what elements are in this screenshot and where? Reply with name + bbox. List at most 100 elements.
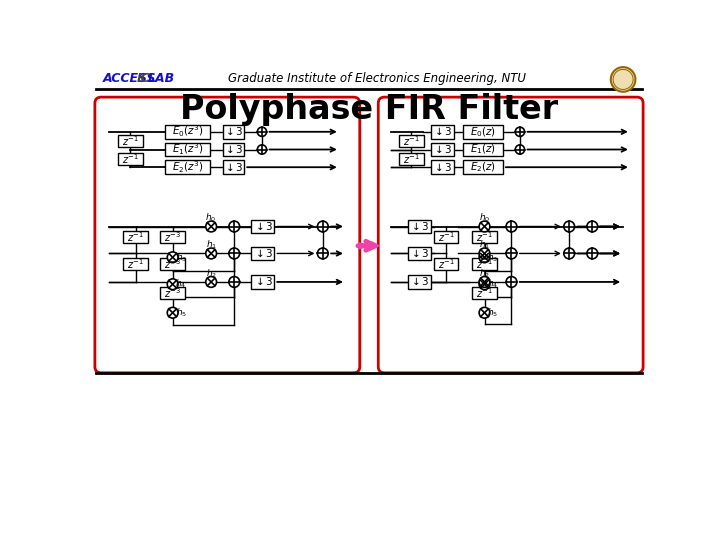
Circle shape [206, 276, 217, 287]
Circle shape [229, 248, 240, 259]
Text: $\downarrow 3$: $\downarrow 3$ [432, 161, 452, 173]
Text: $h_5$: $h_5$ [176, 307, 186, 319]
Circle shape [479, 252, 490, 262]
Circle shape [516, 145, 525, 154]
Circle shape [564, 221, 575, 232]
Circle shape [229, 221, 240, 232]
FancyBboxPatch shape [431, 125, 454, 139]
Text: $h_3$: $h_3$ [176, 251, 186, 264]
FancyBboxPatch shape [161, 287, 185, 299]
Text: $z^{-1}$: $z^{-1}$ [122, 152, 139, 166]
Text: $h_2$: $h_2$ [479, 267, 490, 280]
FancyBboxPatch shape [472, 287, 497, 299]
Text: $h_0$: $h_0$ [479, 212, 490, 224]
Circle shape [479, 307, 490, 318]
Text: $\downarrow 3$: $\downarrow 3$ [223, 126, 243, 137]
Text: $E_1(z)$: $E_1(z)$ [470, 143, 496, 156]
FancyBboxPatch shape [433, 231, 459, 244]
FancyBboxPatch shape [165, 125, 210, 139]
FancyBboxPatch shape [161, 231, 185, 244]
FancyBboxPatch shape [463, 143, 503, 157]
Circle shape [206, 221, 217, 232]
Circle shape [506, 276, 517, 287]
Text: ACCESS: ACCESS [102, 72, 156, 85]
Circle shape [167, 307, 178, 318]
Circle shape [479, 279, 490, 289]
FancyBboxPatch shape [222, 143, 244, 157]
Text: $z^{-1}$: $z^{-1}$ [127, 258, 144, 271]
Circle shape [318, 248, 328, 259]
FancyBboxPatch shape [408, 275, 431, 289]
FancyBboxPatch shape [123, 231, 148, 244]
FancyBboxPatch shape [222, 160, 244, 174]
Circle shape [506, 248, 517, 259]
FancyBboxPatch shape [251, 220, 274, 233]
FancyBboxPatch shape [433, 258, 459, 271]
FancyBboxPatch shape [118, 135, 143, 147]
FancyBboxPatch shape [378, 97, 643, 373]
FancyBboxPatch shape [463, 160, 503, 174]
Text: $\downarrow 3$: $\downarrow 3$ [253, 248, 273, 259]
Text: $E_1(z^3)$: $E_1(z^3)$ [171, 142, 203, 157]
Text: $\downarrow 3$: $\downarrow 3$ [253, 221, 273, 232]
Text: Graduate Institute of Electronics Engineering, NTU: Graduate Institute of Electronics Engine… [228, 72, 526, 85]
FancyBboxPatch shape [118, 153, 143, 165]
Circle shape [257, 145, 266, 154]
Circle shape [167, 279, 178, 289]
Text: $z^{-1}$: $z^{-1}$ [403, 134, 420, 148]
FancyBboxPatch shape [408, 247, 431, 260]
FancyBboxPatch shape [123, 258, 148, 271]
Text: $\downarrow 3$: $\downarrow 3$ [409, 221, 429, 232]
Circle shape [587, 248, 598, 259]
Text: $z^{-1}$: $z^{-1}$ [438, 258, 454, 271]
Text: $z^{-1}$: $z^{-1}$ [438, 231, 454, 244]
Text: Polyphase FIR Filter: Polyphase FIR Filter [180, 93, 558, 126]
Text: $z^{-1}$: $z^{-1}$ [476, 286, 493, 300]
Text: $z^{-3}$: $z^{-3}$ [164, 286, 181, 300]
FancyBboxPatch shape [165, 160, 210, 174]
Circle shape [587, 221, 598, 232]
Circle shape [167, 252, 178, 262]
Text: $E_0(z)$: $E_0(z)$ [470, 125, 496, 139]
FancyBboxPatch shape [251, 275, 274, 289]
Text: $h_1$: $h_1$ [479, 239, 490, 251]
FancyBboxPatch shape [472, 258, 497, 271]
Circle shape [611, 67, 636, 92]
Text: $z^{-1}$: $z^{-1}$ [127, 231, 144, 244]
FancyBboxPatch shape [251, 247, 274, 260]
Text: $h_5$: $h_5$ [487, 307, 498, 319]
FancyBboxPatch shape [161, 258, 185, 271]
Text: $E_2(z^3)$: $E_2(z^3)$ [171, 159, 203, 175]
FancyBboxPatch shape [95, 97, 360, 373]
FancyBboxPatch shape [431, 143, 454, 157]
Circle shape [479, 276, 490, 287]
Text: $h_4$: $h_4$ [487, 278, 499, 291]
Text: $z^{-3}$: $z^{-3}$ [164, 258, 181, 271]
FancyBboxPatch shape [222, 125, 244, 139]
FancyBboxPatch shape [463, 125, 503, 139]
Text: $\downarrow 3$: $\downarrow 3$ [223, 161, 243, 173]
Text: $\downarrow 3$: $\downarrow 3$ [253, 276, 273, 287]
Text: $E_0(z^3)$: $E_0(z^3)$ [171, 124, 203, 139]
Text: $z^{-1}$: $z^{-1}$ [476, 231, 493, 244]
Circle shape [479, 248, 490, 259]
FancyBboxPatch shape [408, 220, 431, 233]
FancyBboxPatch shape [431, 160, 454, 174]
FancyBboxPatch shape [399, 153, 423, 165]
Text: $\downarrow 3$: $\downarrow 3$ [409, 276, 429, 287]
Text: $\downarrow 3$: $\downarrow 3$ [432, 144, 452, 155]
Text: $z^{-3}$: $z^{-3}$ [164, 231, 181, 244]
FancyBboxPatch shape [399, 135, 423, 147]
Text: $\downarrow 3$: $\downarrow 3$ [409, 248, 429, 259]
Text: LAB: LAB [148, 72, 175, 85]
Text: $\downarrow 3$: $\downarrow 3$ [432, 126, 452, 137]
Text: $z^{-1}$: $z^{-1}$ [403, 152, 420, 166]
Circle shape [206, 248, 217, 259]
Text: $h_4$: $h_4$ [176, 278, 186, 291]
Text: IC: IC [137, 72, 150, 85]
Text: $h_1$: $h_1$ [205, 239, 217, 251]
Circle shape [564, 248, 575, 259]
FancyBboxPatch shape [165, 143, 210, 157]
Text: $h_3$: $h_3$ [487, 251, 498, 264]
Circle shape [516, 127, 525, 137]
